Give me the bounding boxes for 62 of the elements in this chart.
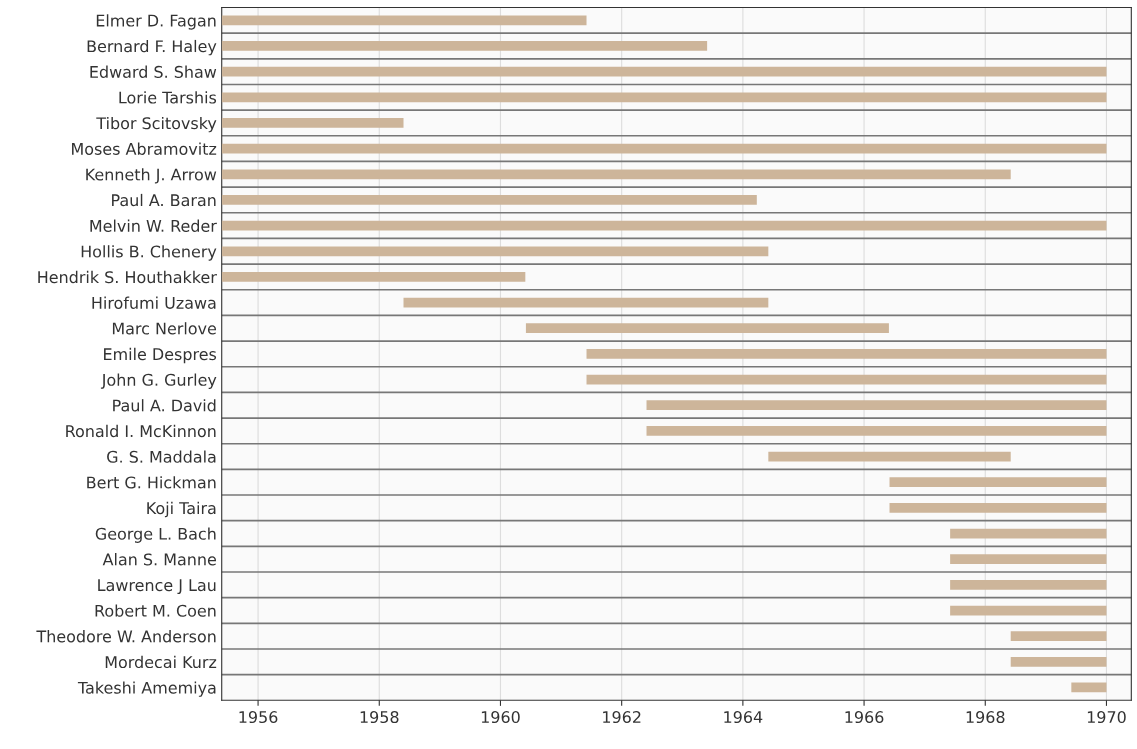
- y-tick-label: Emile Despres: [104, 347, 217, 364]
- y-tick-label: Paul A. Baran: [112, 193, 216, 207]
- y-tick-label: Moses Abramovitz: [72, 142, 217, 155]
- bar: [586, 374, 1107, 385]
- bar: [221, 169, 1011, 180]
- bar: [768, 451, 1011, 462]
- bar: [221, 41, 708, 51]
- bar: [889, 477, 1107, 488]
- bar: [646, 400, 1107, 411]
- bar: [221, 118, 404, 128]
- bar: [950, 579, 1107, 590]
- bar: [403, 297, 769, 308]
- bar: [1010, 631, 1107, 642]
- bar: [221, 220, 1107, 231]
- y-tick-label: Alan S. Manne: [102, 553, 217, 566]
- y-tick-label: Hollis B. Chenery: [81, 245, 217, 261]
- y-tick-label: George L. Bach: [95, 527, 216, 543]
- y-tick-label: Mordecai Kurz: [105, 655, 217, 669]
- y-tick-label: Elmer D. Fagan: [96, 14, 216, 30]
- x-tick-label: 1958: [360, 711, 399, 724]
- y-tick-label: Edward S. Shaw: [90, 65, 217, 78]
- y-tick-label: Robert M. Coen: [95, 604, 216, 617]
- bar: [221, 15, 587, 26]
- bar: [889, 502, 1107, 513]
- y-tick-label: G. S. Maddala: [107, 450, 216, 463]
- y-tick-label: Hirofumi Uzawa: [92, 296, 216, 309]
- x-tick-label: 1964: [724, 711, 763, 724]
- y-tick-label: Theodore W. Anderson: [36, 630, 216, 643]
- bar: [646, 426, 1107, 436]
- y-tick-label: John G. Gurley: [100, 373, 217, 389]
- bar: [221, 66, 1107, 77]
- bar: [221, 195, 757, 205]
- bar: [221, 92, 1107, 103]
- y-tick-label: Marc Nerlove: [112, 322, 216, 335]
- y-tick-label: Bernard F. Haley: [87, 39, 217, 56]
- y-tick-label: Melvin W. Reder: [90, 219, 217, 232]
- bar: [950, 554, 1107, 565]
- x-tick-label: 1956: [239, 711, 278, 724]
- x-tick-label: 1960: [481, 711, 520, 724]
- bar: [221, 272, 526, 282]
- y-tick-label: Kenneth J. Arrow: [86, 168, 217, 184]
- y-tick-label: Lorie Tarshis: [119, 91, 217, 104]
- y-tick-label: Paul A. David: [113, 399, 216, 412]
- y-tick-label: Koji Taira: [147, 501, 216, 518]
- y-tick-label: Bert G. Hickman: [87, 476, 216, 489]
- x-tick-label: 1970: [1087, 711, 1126, 724]
- bar: [1010, 656, 1107, 667]
- bar: [1071, 682, 1107, 693]
- bar: [950, 528, 1107, 539]
- y-tick-label: Lawrence J Lau: [98, 579, 216, 595]
- bar: [221, 246, 769, 257]
- bar: [950, 605, 1107, 616]
- y-tick-label: Takeshi Amemiya: [77, 681, 216, 697]
- y-tick-label: Ronald I. McKinnon: [66, 424, 216, 438]
- bar: [525, 323, 889, 334]
- x-tick-label: 1966: [845, 711, 884, 724]
- x-tick-label: 1962: [603, 711, 641, 724]
- bar: [221, 143, 1107, 154]
- y-tick-label: Tibor Scitovsky: [96, 116, 217, 133]
- y-tick-label: Hendrik S. Houthakker: [38, 270, 217, 284]
- bar: [586, 349, 1107, 359]
- x-tick-label: 1968: [966, 711, 1005, 724]
